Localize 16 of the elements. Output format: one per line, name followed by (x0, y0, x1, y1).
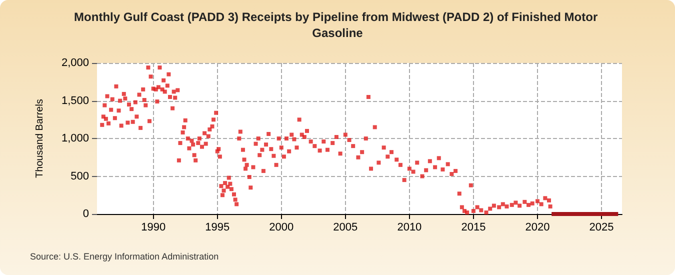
x-tick-label: 2005 (333, 222, 358, 234)
x-tick-label: 2020 (525, 222, 550, 234)
y-tick-label: 500 (70, 170, 89, 182)
x-tick-label: 2025 (589, 222, 614, 234)
x-tick-label: 1995 (205, 222, 230, 234)
y-tick-label: 0 (82, 208, 89, 220)
x-tick-label: 2015 (461, 222, 486, 234)
y-axis-title: Thousand Barrels (34, 99, 46, 178)
y-tick-label: 1,000 (61, 132, 89, 144)
y-tick-label: 2,000 (61, 57, 89, 69)
chart-title: Monthly Gulf Coast (PADD 3) Receipts by Pipeline from Midwest (PADD 2) of Finished Motor Gasoline (74, 10, 601, 40)
x-tick-label: 2010 (397, 222, 422, 234)
x-tick-label: 2000 (269, 222, 294, 234)
source-note: Source: U.S. Energy Information Administration (30, 252, 219, 262)
y-tick-label: 1,500 (61, 94, 89, 107)
x-tick-label: 1990 (141, 222, 166, 234)
